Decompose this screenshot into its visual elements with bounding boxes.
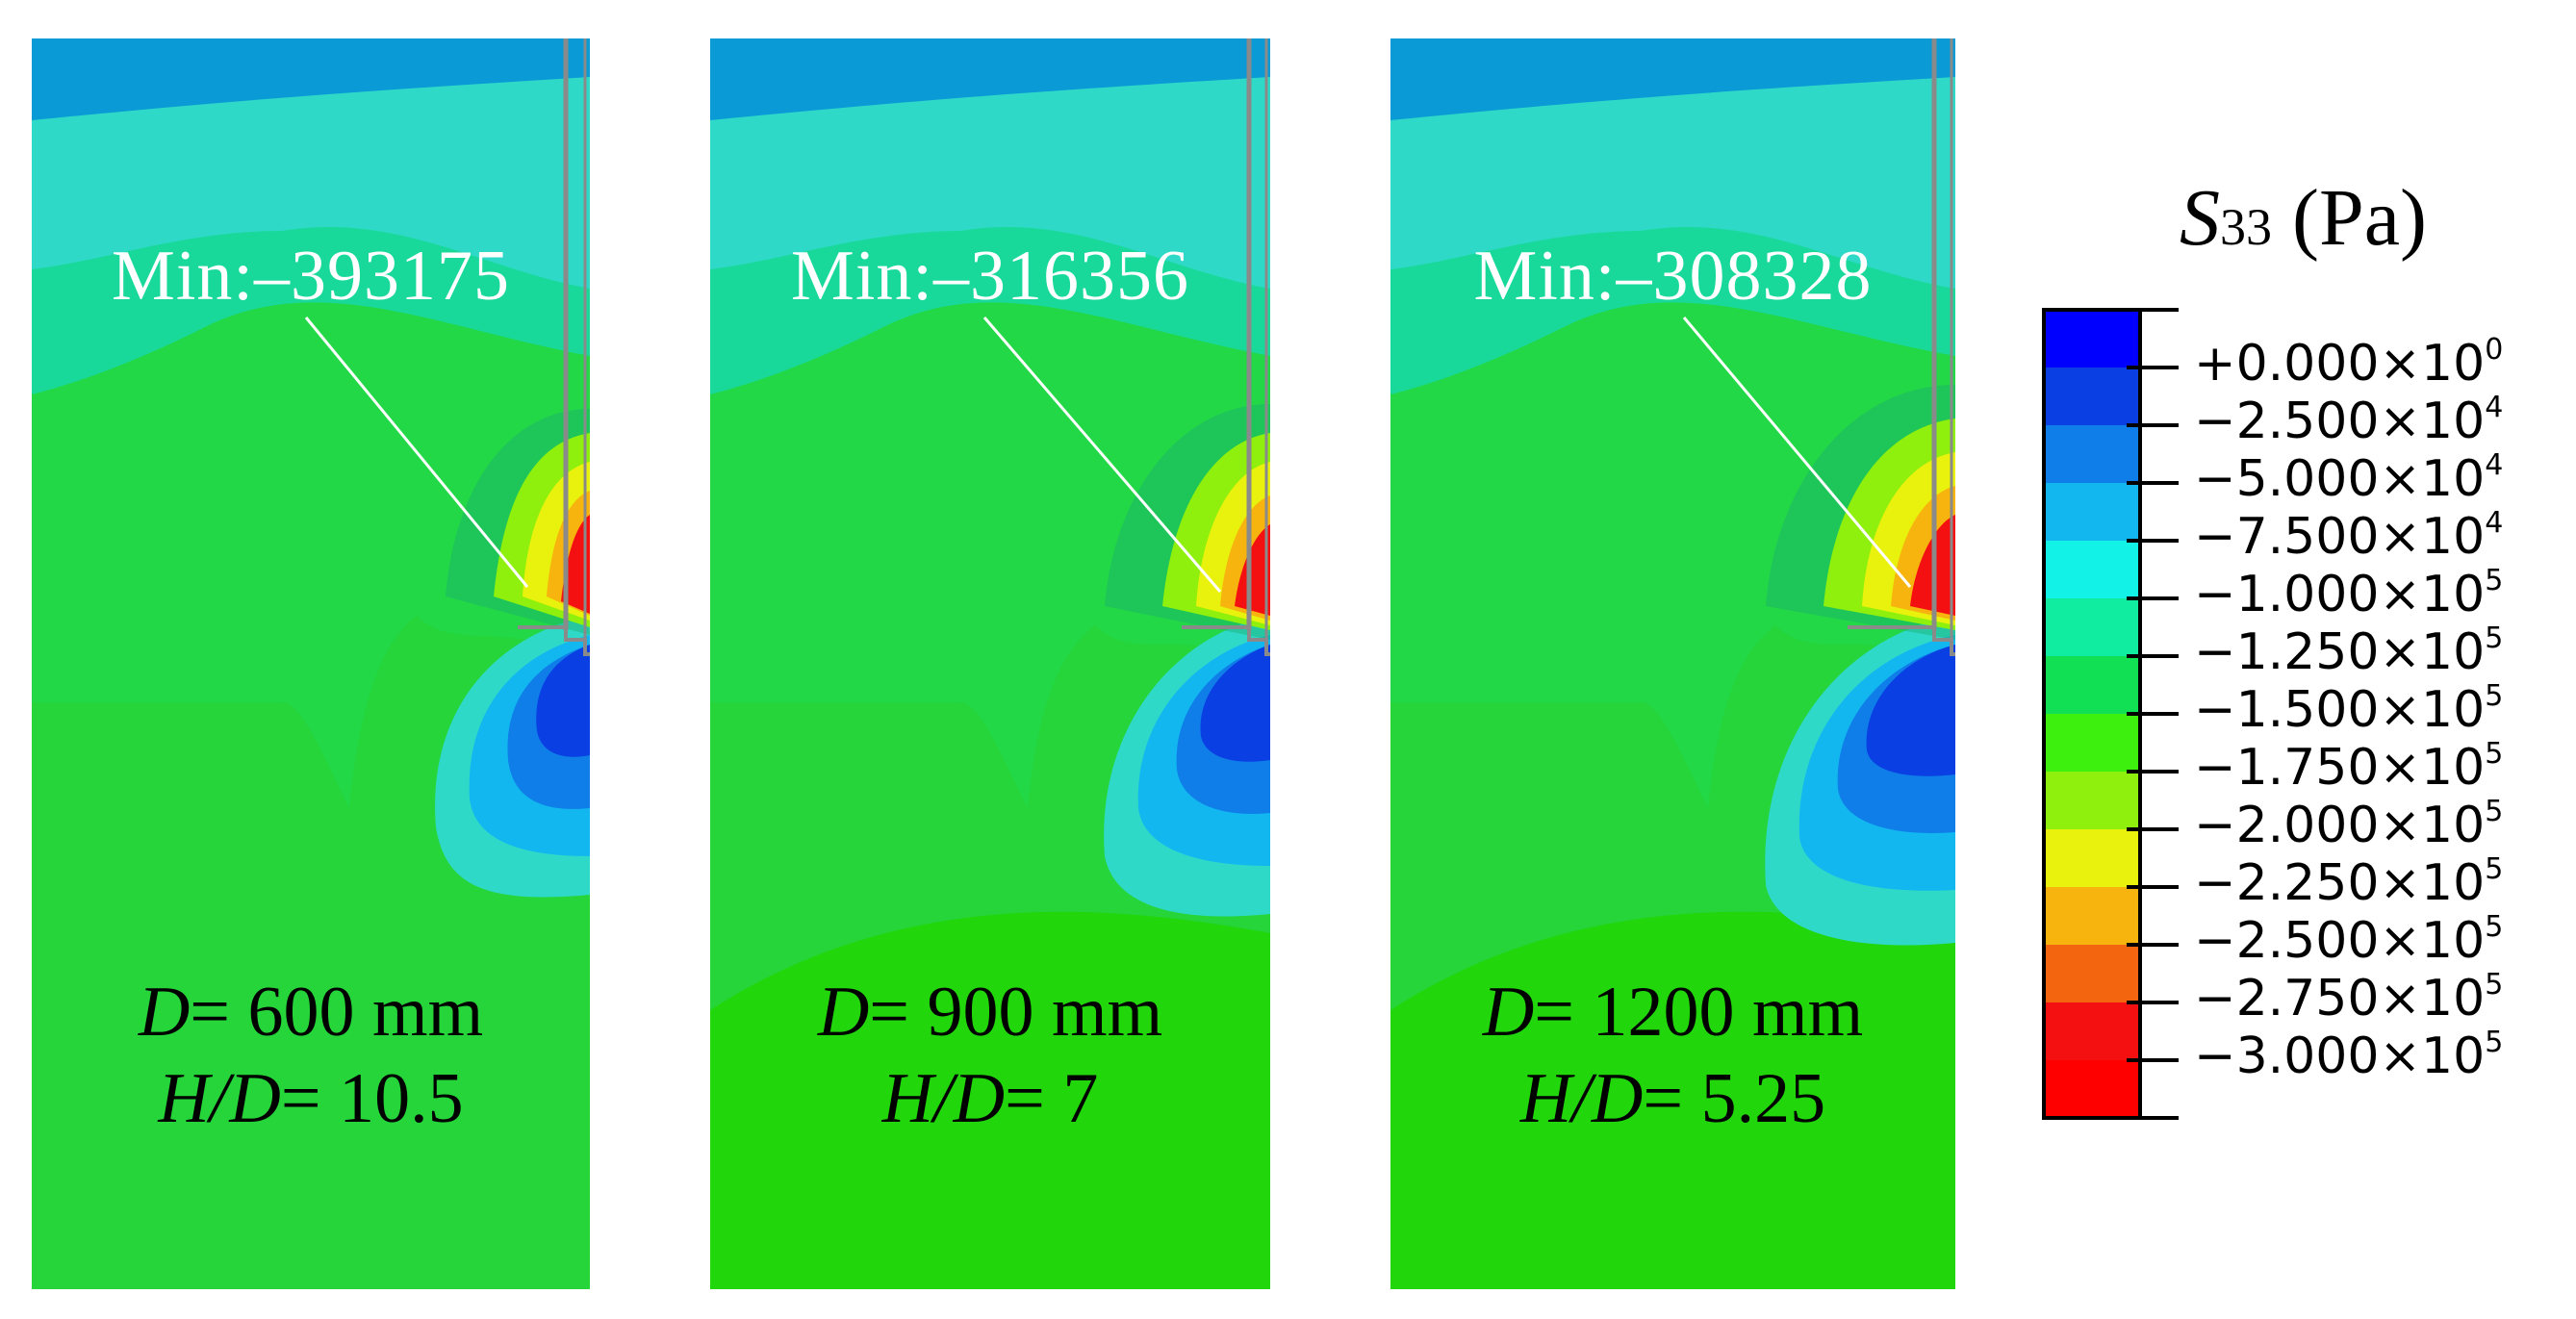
tick-exponent: 5 [2485,679,2504,713]
d-value: = 1200 mm [1534,973,1864,1052]
contour-panel-3: Min:–308328 D= 1200 mm H/D= 5.25 [1390,38,1955,1289]
legend-color-bar [2042,308,2179,1120]
tick-mantissa: −3.000×10 [2194,1027,2486,1085]
legend-tick-label: −5.000×104 [2194,451,2503,505]
tick-exponent: 5 [2485,564,2504,597]
tick-mantissa: −2.250×10 [2194,854,2486,912]
color-legend: +0.000×100 −2.500×104 −5.000×104 −7.500×104… [2040,306,2521,1143]
legend-band [2044,772,2140,829]
legend-title: S33 (Pa) [2180,178,2427,259]
tick-exponent: 5 [2485,621,2504,655]
hd-symbol: H/D [1519,1059,1644,1138]
legend-band [2044,887,2140,945]
tick-exponent: 5 [2485,1026,2504,1059]
tick-mantissa: −2.000×10 [2194,797,2486,854]
d-value: = 900 mm [869,973,1163,1052]
legend-band [2044,541,2140,598]
tick-exponent: 0 [2485,333,2504,367]
min-value-label: Min:–308328 [1473,237,1873,316]
legend-tick-label: −1.500×105 [2194,682,2503,736]
hd-value: = 7 [1005,1059,1099,1138]
tick-exponent: 5 [2485,795,2504,828]
legend-band [2044,598,2140,656]
legend-band [2044,425,2140,483]
hd-symbol: H/D [881,1059,1006,1138]
diameter-label: D= 1200 mm [1390,977,1955,1048]
tick-mantissa: +0.000×10 [2194,335,2486,393]
tick-mantissa: −1.500×10 [2194,681,2486,739]
d-value: = 600 mm [190,973,484,1052]
tick-mantissa: −2.500×10 [2194,393,2486,450]
d-symbol: D [1482,973,1535,1052]
legend-band [2044,945,2140,1002]
contour-panel-2: Min:–316356 D= 900 mm H/D= 7 [710,38,1270,1289]
hd-symbol: H/D [158,1059,281,1138]
contour-panel-1: Min:–393175 D= 600 mm H/D= 10.5 [32,38,590,1289]
legend-tick-label: −1.750×105 [2194,740,2503,794]
legend-tick-label: −2.250×105 [2194,855,2503,909]
tick-exponent: 4 [2485,391,2504,424]
legend-band [2044,1060,2140,1118]
legend-tick-label: −7.500×104 [2194,509,2503,563]
legend-band [2044,714,2140,772]
tick-mantissa: −1.250×10 [2194,623,2486,681]
contour-plot-1 [32,38,590,1289]
tick-mantissa: −2.750×10 [2194,970,2486,1027]
legend-tick-label: −3.000×105 [2194,1028,2503,1082]
contour-plot-3 [1390,38,1955,1289]
legend-title-symbol: S [2180,173,2220,263]
contour-plot-2 [710,38,1270,1289]
tick-exponent: 5 [2485,737,2504,771]
tick-exponent: 5 [2485,968,2504,1002]
ratio-label: H/D= 7 [710,1063,1270,1134]
d-symbol: D [817,973,870,1052]
tick-mantissa: −7.500×10 [2194,508,2486,566]
legend-title-unit: (Pa) [2292,173,2427,263]
legend-band [2044,368,2140,425]
diameter-label: D= 600 mm [32,977,590,1048]
legend-tick-label: −1.000×105 [2194,567,2503,621]
legend-title-subscript: 33 [2220,198,2272,256]
diameter-label: D= 900 mm [710,977,1270,1048]
tick-exponent: 5 [2485,852,2504,886]
legend-tick-label: −2.500×104 [2194,393,2503,447]
ratio-label: H/D= 10.5 [32,1063,590,1134]
legend-band [2044,1002,2140,1060]
legend-band [2044,483,2140,541]
min-value-label: Min:–316356 [791,237,1189,316]
legend-tick-label: −2.500×105 [2194,913,2503,967]
hd-value: = 10.5 [280,1059,464,1138]
d-symbol: D [138,973,191,1052]
tick-mantissa: −2.500×10 [2194,912,2486,970]
legend-band [2044,829,2140,887]
legend-tick-label: +0.000×100 [2194,336,2503,390]
ratio-label: H/D= 5.25 [1390,1063,1955,1134]
tick-exponent: 4 [2485,506,2504,540]
hd-value: = 5.25 [1643,1059,1826,1138]
legend-band [2044,310,2140,368]
min-value-label: Min:–393175 [112,237,510,316]
tick-mantissa: −5.000×10 [2194,450,2486,508]
tick-exponent: 5 [2485,910,2504,944]
legend-band [2044,656,2140,714]
legend-tick-label: −2.000×105 [2194,798,2503,851]
legend-tick-label: −1.250×105 [2194,624,2503,678]
tick-mantissa: −1.750×10 [2194,739,2486,797]
tick-exponent: 4 [2485,448,2504,482]
tick-mantissa: −1.000×10 [2194,566,2486,623]
legend-tick-label: −2.750×105 [2194,971,2503,1025]
